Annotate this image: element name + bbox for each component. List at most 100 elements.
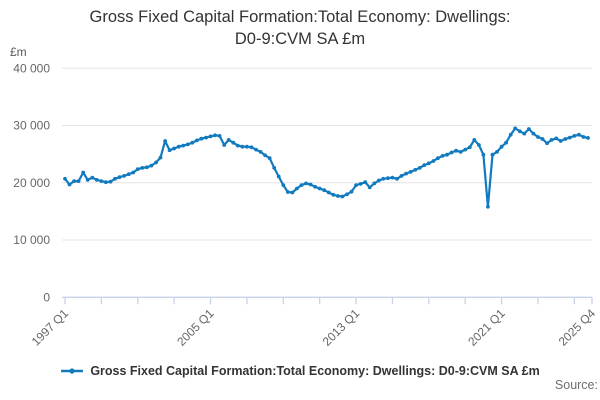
data-point-marker [372,181,377,186]
data-point-marker [449,150,454,155]
data-point-marker [345,192,349,197]
data-point-marker [436,156,440,161]
data-point-marker [522,131,527,136]
data-point-marker [140,166,145,170]
chart-title-line-1: Gross Fixed Capital Formation:Total Econ… [89,8,511,26]
data-point-marker [317,186,322,191]
y-tick-label: 40 000 [13,61,50,75]
data-point-marker [454,148,458,153]
data-point-marker [158,155,163,160]
data-point-marker [254,147,258,152]
data-point-marker [376,178,381,183]
data-point-marker [326,190,331,195]
data-point-marker [108,179,113,184]
data-point-marker [195,138,199,143]
data-point-marker [426,161,431,166]
data-point-marker [463,147,468,152]
data-point-marker [67,182,72,187]
data-point-marker [504,140,508,145]
data-point-marker [81,170,86,175]
data-point-marker [499,144,504,149]
data-point-marker [417,166,422,170]
data-point-marker [199,136,204,141]
data-point-marker [126,172,131,177]
x-tick-label: 1997 Q1 [29,306,72,349]
data-point-marker [577,132,581,137]
data-point-marker [267,156,272,161]
data-point-marker [185,142,190,147]
data-point-marker [581,135,586,139]
data-point-marker [122,174,126,178]
data-point-marker [408,170,413,174]
data-point-marker [154,160,158,165]
data-point-marker [386,176,390,181]
y-axis-unit-label: £m [10,45,27,59]
data-point-marker [563,137,568,141]
data-point-marker [208,134,213,139]
x-tick-label: 2005 Q1 [174,306,217,349]
data-point-marker [549,138,554,142]
y-tick-label: 10 000 [13,233,50,247]
data-point-marker [440,154,445,158]
data-point-marker [367,185,372,190]
data-point-marker [295,186,299,191]
data-point-marker [217,134,222,138]
legend-label: Gross Fixed Capital Formation:Total Econ… [90,364,540,378]
data-point-marker [554,136,559,141]
data-point-marker [558,139,563,143]
data-point-marker [340,194,345,199]
x-tick-label: 2013 Q1 [320,306,363,349]
x-tick-label: 2025 Q4 [556,306,599,349]
data-point-marker [458,150,463,154]
data-point-marker [63,176,67,181]
data-point-marker [540,137,545,141]
data-point-marker [495,150,499,154]
data-point-marker [422,163,427,168]
data-point-marker [285,190,290,194]
data-point-marker [240,144,245,149]
data-point-marker [381,176,386,181]
data-point-marker [413,168,418,172]
data-point-marker [322,188,327,193]
data-point-marker [331,192,336,197]
data-point-marker [354,183,358,188]
x-tick-label: 2021 Q1 [465,306,508,349]
data-point-marker [490,152,495,157]
data-point-marker [99,179,104,184]
data-point-marker [181,143,186,148]
data-point-marker [281,183,286,188]
data-point-marker [104,180,108,185]
data-point-marker [508,132,513,137]
data-point-marker [117,175,122,180]
data-point-marker [467,145,472,150]
data-point-marker [135,167,140,172]
data-point-marker [213,133,218,138]
data-point-marker [235,143,240,148]
data-point-marker [272,166,277,170]
data-point-marker [85,178,90,182]
data-point-marker [431,159,436,163]
data-point-marker [477,143,481,147]
data-point-marker [513,126,518,131]
data-point-marker [390,175,395,180]
data-point-marker [258,150,263,154]
data-point-marker [131,170,136,175]
data-point-marker [304,181,308,186]
data-point-marker [72,179,76,184]
data-point-marker [176,144,181,149]
data-point-marker [536,135,540,139]
data-point-marker [363,180,368,185]
y-tick-label: 30 000 [13,119,50,133]
data-point-marker [404,171,408,176]
data-point-marker [172,146,177,151]
data-point-marker [486,204,490,209]
data-point-marker [313,184,317,189]
data-point-marker [531,131,536,136]
data-point-marker [249,145,254,150]
data-point-marker [226,138,231,142]
data-point-marker [276,174,281,179]
data-point-marker [94,178,99,182]
data-point-marker [163,139,168,143]
